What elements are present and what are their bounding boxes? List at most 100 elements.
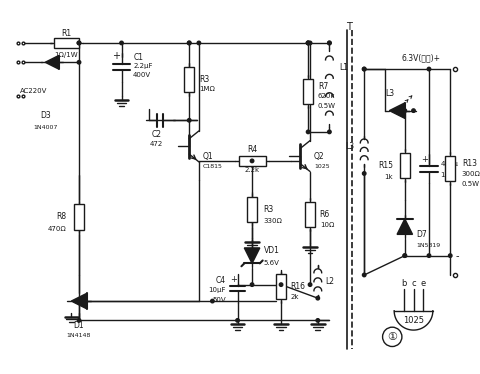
Circle shape (426, 67, 430, 71)
Circle shape (77, 319, 81, 322)
Text: R16: R16 (290, 282, 305, 291)
Text: 2k: 2k (290, 294, 299, 300)
Circle shape (327, 41, 330, 45)
Text: 1N4007: 1N4007 (33, 125, 57, 129)
Polygon shape (45, 55, 59, 69)
Text: D1: D1 (73, 321, 84, 330)
Text: 0.5W: 0.5W (461, 181, 479, 187)
Circle shape (77, 41, 81, 45)
Text: L2: L2 (325, 277, 334, 286)
Circle shape (306, 41, 309, 45)
Circle shape (411, 109, 414, 112)
Text: L3: L3 (345, 142, 354, 151)
Text: R1: R1 (61, 29, 72, 38)
Polygon shape (388, 103, 404, 118)
Bar (247, 197, 256, 222)
Bar (238, 156, 265, 166)
Text: Q1: Q1 (203, 151, 213, 160)
Text: 10μF: 10μF (208, 288, 226, 294)
Circle shape (120, 41, 123, 45)
Text: AC220V: AC220V (20, 88, 48, 94)
Text: c: c (410, 279, 415, 288)
Bar (74, 205, 84, 230)
Text: ①: ① (386, 332, 396, 342)
Text: 300Ω: 300Ω (461, 171, 480, 177)
Circle shape (279, 283, 282, 286)
Text: 0.5W: 0.5W (317, 103, 335, 109)
Text: 1N4148: 1N4148 (67, 333, 91, 338)
Text: 620k: 620k (317, 93, 335, 99)
Polygon shape (71, 293, 86, 309)
Circle shape (250, 159, 253, 163)
Bar (276, 274, 285, 299)
Circle shape (362, 67, 365, 71)
Text: VD1: VD1 (263, 246, 279, 255)
Text: 5.6V: 5.6V (263, 260, 279, 266)
Text: R6: R6 (319, 209, 329, 218)
Text: +: + (111, 52, 120, 61)
Circle shape (77, 41, 81, 45)
Text: 470μ: 470μ (440, 161, 457, 167)
Text: 1N5819: 1N5819 (416, 242, 440, 248)
Circle shape (308, 283, 311, 286)
Circle shape (327, 41, 330, 45)
Text: Q2: Q2 (313, 151, 324, 160)
Text: R3: R3 (263, 205, 273, 214)
Text: T: T (345, 22, 351, 33)
Circle shape (235, 319, 239, 322)
Circle shape (327, 130, 330, 134)
Bar (305, 202, 314, 227)
Text: R8: R8 (56, 212, 66, 221)
Polygon shape (244, 248, 259, 263)
Circle shape (426, 254, 430, 257)
Circle shape (447, 254, 451, 257)
Text: 1025: 1025 (402, 316, 423, 325)
Text: b: b (400, 279, 406, 288)
Circle shape (250, 283, 253, 286)
Circle shape (315, 297, 319, 300)
Text: R13: R13 (461, 159, 476, 168)
Text: 470Ω: 470Ω (48, 226, 66, 232)
Text: 10Ω: 10Ω (319, 222, 334, 228)
Text: R15: R15 (377, 161, 392, 170)
Circle shape (362, 172, 365, 175)
Circle shape (402, 254, 406, 257)
Text: 16V: 16V (440, 172, 454, 178)
Circle shape (197, 41, 200, 45)
Polygon shape (396, 219, 412, 234)
Circle shape (187, 119, 191, 122)
Text: L3: L3 (384, 89, 393, 98)
Bar (303, 79, 312, 104)
Text: 50V: 50V (212, 297, 226, 303)
Text: C2: C2 (151, 130, 161, 139)
Circle shape (362, 273, 365, 277)
Bar (184, 67, 193, 92)
Circle shape (306, 41, 309, 45)
Circle shape (187, 41, 191, 45)
Bar (399, 153, 409, 178)
Text: e: e (420, 279, 425, 288)
Circle shape (210, 299, 214, 303)
Circle shape (77, 61, 81, 64)
Text: R4: R4 (246, 145, 257, 154)
Bar (54, 38, 79, 48)
Circle shape (315, 319, 319, 322)
Text: L1: L1 (338, 62, 348, 71)
Text: C4: C4 (216, 276, 226, 285)
Text: C1815: C1815 (203, 164, 222, 169)
Circle shape (402, 254, 406, 257)
Text: 6.3V(空载)+: 6.3V(空载)+ (401, 53, 440, 62)
Text: 1k: 1k (384, 174, 392, 180)
Circle shape (362, 67, 365, 71)
Text: C1: C1 (133, 53, 143, 62)
Circle shape (306, 130, 309, 134)
Circle shape (306, 41, 309, 45)
Text: 472: 472 (149, 141, 163, 147)
Text: 1Ω/1W: 1Ω/1W (55, 52, 78, 58)
Text: 1025: 1025 (313, 164, 329, 169)
Text: 400V: 400V (133, 72, 151, 78)
Text: R7: R7 (317, 82, 327, 91)
Text: +: + (230, 275, 237, 284)
Text: D7: D7 (416, 230, 426, 239)
Circle shape (402, 109, 406, 112)
